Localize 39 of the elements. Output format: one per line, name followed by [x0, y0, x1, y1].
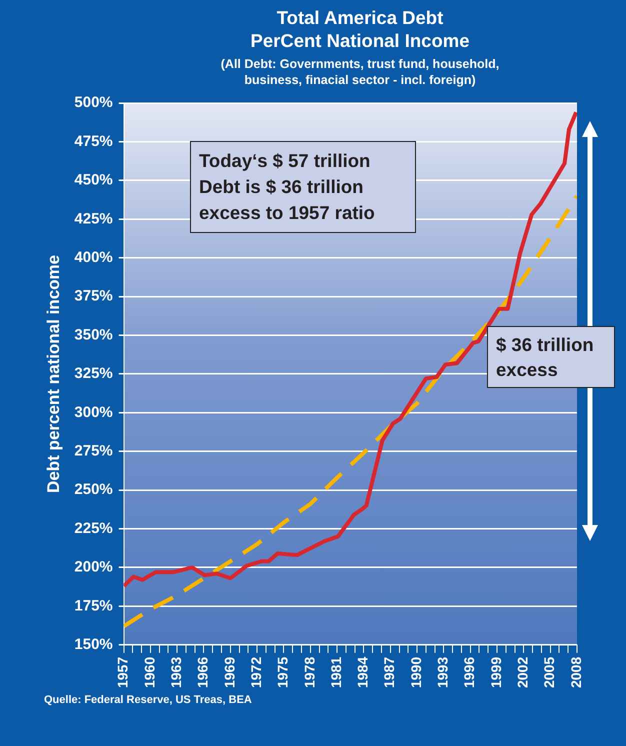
x-tick-label: 2008 — [568, 656, 584, 688]
y-tick-label: 425% — [74, 210, 113, 228]
y-tick-label: 375% — [74, 288, 113, 305]
x-tick-label: 1960 — [141, 656, 158, 688]
y-tick-label: 200% — [74, 558, 113, 576]
x-tick-label: 1981 — [328, 656, 344, 688]
y-tick-label: 275% — [74, 442, 113, 460]
x-tick-label: 2002 — [514, 656, 531, 688]
y-tick-label: 400% — [74, 248, 113, 266]
x-tick-label: 1975 — [274, 656, 291, 688]
chart-subtitle: (All Debt: Governments, trust fund, household, business, finacial sector - incl. foreign) — [220, 56, 500, 88]
x-tick-label: 1984 — [354, 656, 371, 688]
y-tick-label: 300% — [74, 404, 113, 421]
x-tick-label: 1996 — [461, 656, 478, 688]
x-tick-label: 2005 — [541, 656, 558, 688]
x-tick-label: 1957 — [114, 656, 131, 688]
x-tick-label: 1978 — [301, 656, 318, 688]
annotation: Today‘s $ 57 trillion Debt is $ 36 trillion excess to 1957 ratio — [190, 141, 416, 233]
x-tick-label: 1963 — [168, 656, 184, 688]
annotation: $ 36 trillion excess — [487, 326, 615, 388]
x-tick-label: 1969 — [221, 656, 238, 688]
x-tick-label: 1993 — [434, 656, 451, 688]
x-tick-label: 1990 — [408, 656, 424, 688]
y-tick-label: 325% — [74, 365, 113, 382]
x-tick-label: 1999 — [488, 656, 504, 688]
x-tick-label: 1987 — [381, 656, 398, 688]
x-tick-label: 1966 — [194, 656, 211, 688]
y-tick-label: 150% — [74, 636, 113, 653]
y-axis-title: Debt percent national income — [44, 254, 63, 493]
y-tick-label: 450% — [74, 172, 113, 189]
source-note: Quelle: Federal Reserve, US Treas, BEA — [44, 694, 252, 706]
y-tick-label: 175% — [74, 597, 113, 614]
y-tick-label: 250% — [74, 481, 113, 498]
y-tick-label: 475% — [74, 132, 113, 150]
chart-title: Total America Debt PerCent National Income — [250, 6, 470, 52]
y-tick-label: 500% — [74, 94, 113, 112]
y-tick-label: 225% — [74, 520, 113, 537]
y-tick-label: 350% — [74, 326, 113, 344]
x-tick-label: 1972 — [248, 656, 264, 688]
